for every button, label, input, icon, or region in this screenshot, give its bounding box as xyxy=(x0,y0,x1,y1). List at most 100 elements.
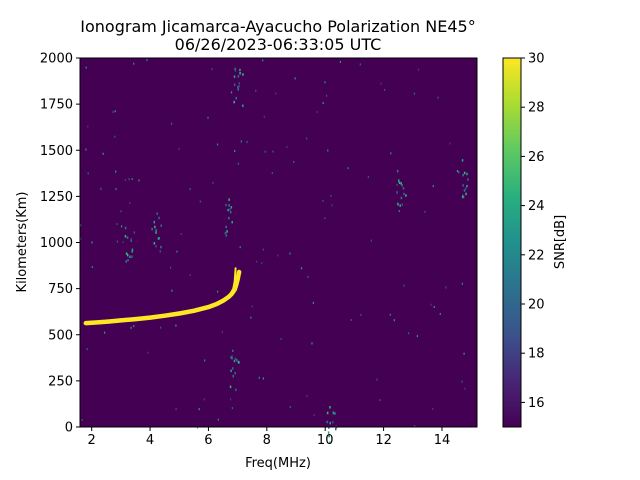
noise-speckle xyxy=(230,356,233,359)
noise-speckle xyxy=(467,178,469,181)
noise-speckle xyxy=(293,160,295,163)
noise-speckle xyxy=(400,196,403,200)
noise-speckle xyxy=(397,203,399,206)
noise-speckle xyxy=(251,305,253,308)
echo-trace-point xyxy=(162,313,167,318)
noise-speckle xyxy=(397,179,400,182)
chart-title-line2: 06/26/2023-06:33:05 UTC xyxy=(175,35,382,54)
plot-area xyxy=(80,58,477,427)
x-tick-label: 8 xyxy=(263,433,271,448)
x-tick-label: 14 xyxy=(434,433,451,448)
noise-speckle xyxy=(235,358,238,362)
noise-speckle xyxy=(126,253,129,257)
noise-speckle xyxy=(211,68,213,71)
noise-speckle xyxy=(151,227,153,231)
noise-speckle xyxy=(155,231,157,234)
noise-speckle xyxy=(242,73,244,76)
noise-speckle xyxy=(324,81,326,84)
noise-speckle xyxy=(275,92,277,95)
noise-speckle xyxy=(232,367,234,370)
noise-speckle xyxy=(433,305,435,308)
noise-speckle xyxy=(332,420,334,424)
echo-trace-point xyxy=(177,311,182,316)
noise-speckle xyxy=(430,303,432,306)
noise-speckle xyxy=(116,223,118,226)
colorbar xyxy=(502,57,522,428)
echo-trace-point xyxy=(235,277,240,282)
noise-speckle xyxy=(461,380,463,383)
noise-speckle xyxy=(390,152,392,155)
noise-speckle xyxy=(87,172,89,175)
noise-speckle xyxy=(262,59,264,62)
noise-speckle xyxy=(230,206,233,209)
noise-speckle xyxy=(316,110,318,113)
noise-speckle xyxy=(198,408,200,411)
noise-speckle xyxy=(129,255,131,259)
noise-speckle xyxy=(272,150,274,153)
noise-speckle xyxy=(396,183,398,186)
noise-speckle xyxy=(235,388,237,392)
noise-speckle xyxy=(330,194,332,197)
y-tick-label: 250 xyxy=(48,374,73,389)
noise-speckle xyxy=(228,216,230,220)
y-tick-label: 1000 xyxy=(40,236,73,251)
noise-speckle xyxy=(131,248,134,252)
noise-speckle xyxy=(178,147,180,150)
noise-speckle xyxy=(328,434,330,438)
noise-speckle xyxy=(239,68,241,72)
noise-speckle xyxy=(327,431,330,434)
noise-speckle xyxy=(80,224,82,227)
noise-speckle xyxy=(131,255,133,258)
noise-speckle xyxy=(449,142,451,145)
noise-speckle xyxy=(125,260,128,263)
noise-speckle xyxy=(376,378,378,381)
noise-speckle xyxy=(350,318,352,321)
noise-speckle xyxy=(271,171,273,174)
noise-speckle xyxy=(203,398,205,401)
noise-speckle xyxy=(86,348,88,351)
echo-trace-point xyxy=(84,321,88,325)
noise-speckle xyxy=(156,212,158,215)
noise-speckle xyxy=(466,172,468,176)
noise-speckle xyxy=(80,237,82,240)
noise-speckle xyxy=(189,274,191,277)
noise-speckle xyxy=(207,116,209,119)
noise-speckle xyxy=(445,286,447,289)
noise-speckle xyxy=(311,342,313,345)
noise-speckle xyxy=(180,232,182,235)
noise-speckle xyxy=(439,312,441,315)
y-tick-label: 750 xyxy=(48,282,73,297)
noise-speckle xyxy=(229,398,232,401)
noise-speckle xyxy=(322,101,324,104)
noise-speckle xyxy=(233,75,236,78)
noise-speckle xyxy=(307,275,309,278)
colorbar-tick-label: 30 xyxy=(528,52,545,67)
noise-speckle xyxy=(398,181,401,185)
noise-speckle xyxy=(124,179,126,182)
noise-speckle xyxy=(403,192,405,196)
noise-speckle xyxy=(258,376,260,379)
noise-speckle xyxy=(242,104,244,107)
echo-trace-point xyxy=(221,299,225,303)
noise-speckle xyxy=(262,248,264,251)
noise-speckle xyxy=(227,208,229,212)
noise-speckle xyxy=(240,140,242,143)
noise-speckle xyxy=(100,187,102,190)
colorbar-axis: 16 18 20 22 24 26 28 30 xyxy=(521,52,545,411)
noise-speckle xyxy=(246,140,248,143)
noise-speckle xyxy=(216,290,219,293)
noise-speckle xyxy=(231,407,233,410)
noise-speckle xyxy=(234,67,236,71)
noise-speckle xyxy=(399,204,401,207)
colorbar-tick-label: 22 xyxy=(528,248,545,263)
noise-speckle xyxy=(225,234,228,237)
y-axis: 0 250 500 750 1000 1250 1500 1750 2000 xyxy=(40,52,80,436)
noise-speckle xyxy=(313,413,315,416)
noise-speckle xyxy=(235,96,237,100)
x-axis: 2 4 6 8 10 12 14 xyxy=(88,427,451,448)
x-tick-label: 12 xyxy=(375,433,392,448)
noise-speckle xyxy=(128,178,130,181)
noise-speckle xyxy=(327,149,329,152)
noise-speckle xyxy=(159,250,161,253)
noise-speckle xyxy=(326,411,329,415)
